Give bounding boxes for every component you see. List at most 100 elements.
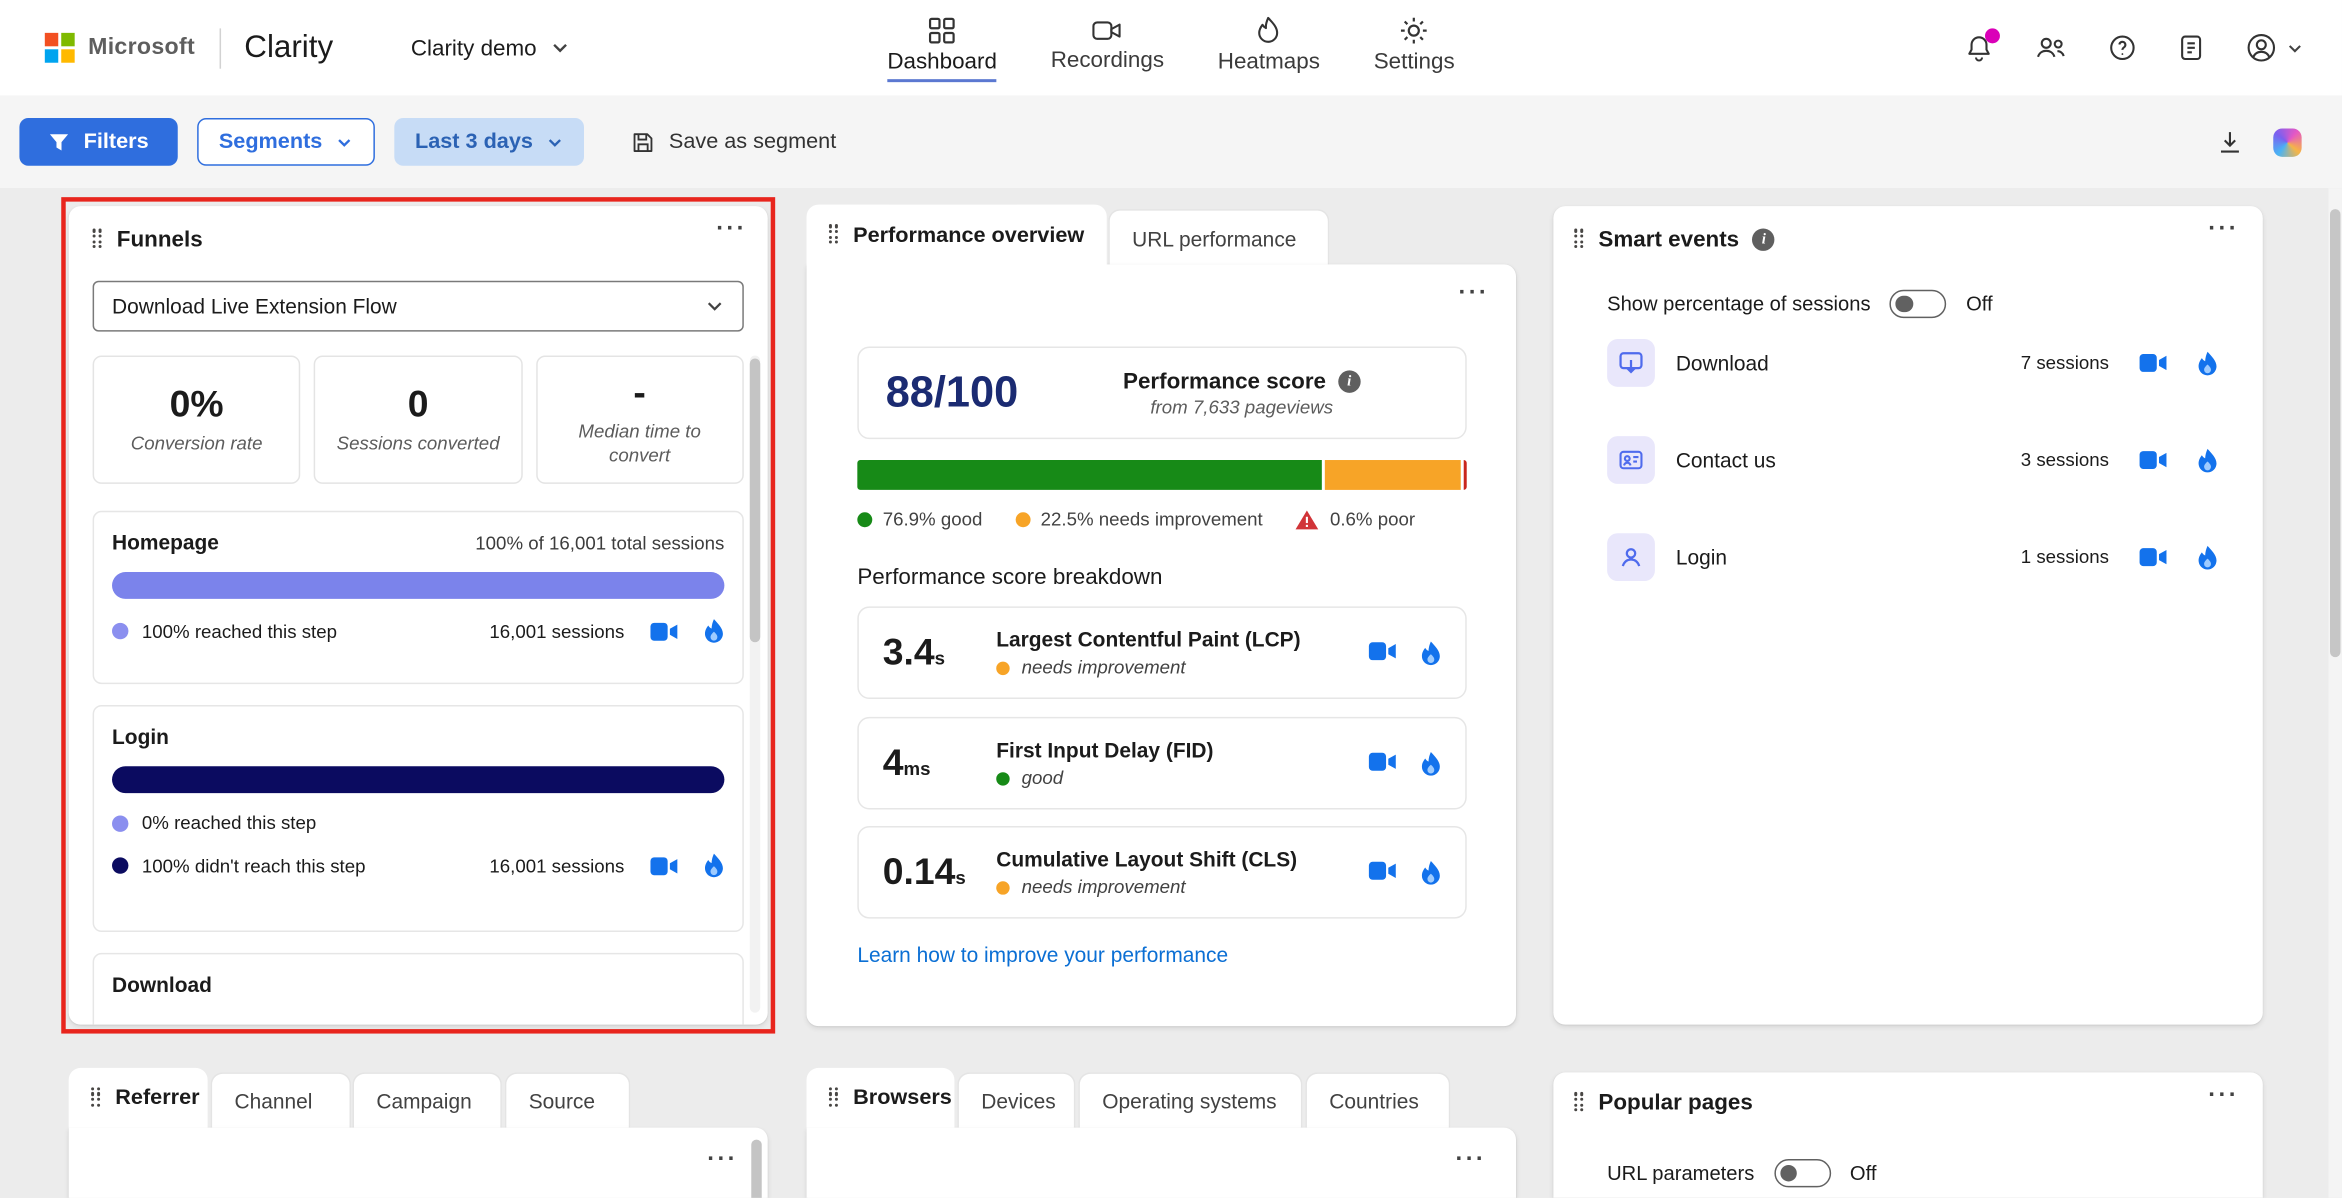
more-menu-button[interactable]: ··· xyxy=(707,1147,738,1173)
tab-label: Browsers xyxy=(853,1085,952,1110)
play-recordings-icon[interactable] xyxy=(1368,751,1396,776)
nav-dashboard[interactable]: Dashboard xyxy=(887,14,997,82)
heatmap-flame-icon[interactable] xyxy=(2197,544,2218,569)
drag-handle-icon[interactable] xyxy=(92,228,104,250)
score-distribution-bar xyxy=(857,460,1467,490)
heatmap-flame-icon[interactable] xyxy=(703,853,724,878)
drag-handle-icon[interactable] xyxy=(1574,1092,1585,1113)
legend-needs-improvement: 22.5% needs improvement xyxy=(1040,509,1263,531)
nav-settings[interactable]: Settings xyxy=(1374,14,1455,81)
more-menu-button[interactable]: ··· xyxy=(1455,1147,1487,1173)
tab-performance-overview[interactable]: Performance overview xyxy=(806,204,1107,266)
tab-label: Operating systems xyxy=(1102,1088,1277,1113)
info-icon[interactable] xyxy=(1752,228,1776,251)
url-parameters-toggle[interactable] xyxy=(1773,1159,1831,1188)
filters-label: Filters xyxy=(83,129,149,154)
filter-bar-actions xyxy=(2217,127,2323,157)
microsoft-logo-icon xyxy=(44,32,75,63)
project-selector[interactable]: Clarity demo xyxy=(411,35,570,60)
play-recordings-icon[interactable] xyxy=(1368,860,1396,885)
segments-dropdown[interactable]: Segments xyxy=(196,117,375,166)
tab-label: Countries xyxy=(1329,1088,1419,1113)
legend-dot xyxy=(1015,512,1031,528)
sessions-count: 16,001 sessions xyxy=(489,620,625,642)
play-recordings-icon[interactable] xyxy=(650,621,678,642)
account-menu[interactable] xyxy=(2245,31,2303,64)
funnel-select[interactable]: Download Live Extension Flow xyxy=(92,280,744,332)
tab-devices[interactable]: Devices xyxy=(957,1072,1076,1128)
page-scrollbar[interactable] xyxy=(2328,188,2342,1198)
metric-cls: 0.14s Cumulative Layout Shift (CLS) need… xyxy=(857,825,1467,919)
more-menu-button[interactable]: ··· xyxy=(716,216,747,242)
nav-heatmaps[interactable]: Heatmaps xyxy=(1218,14,1320,81)
date-range-dropdown[interactable]: Last 3 days xyxy=(394,117,584,166)
drag-handle-icon[interactable] xyxy=(91,1087,102,1108)
community-button[interactable] xyxy=(2034,33,2067,63)
segments-label: Segments xyxy=(218,129,323,154)
metric-name: Largest Contentful Paint (LCP) xyxy=(996,627,1301,652)
heatmap-flame-icon[interactable] xyxy=(1420,751,1441,776)
heatmap-flame-icon[interactable] xyxy=(1420,860,1441,885)
show-percentage-toggle[interactable] xyxy=(1889,289,1947,319)
tab-url-performance[interactable]: URL performance xyxy=(1108,209,1330,266)
reached-label: 0% reached this step xyxy=(141,812,317,834)
play-recordings-icon[interactable] xyxy=(1368,640,1396,665)
tab-referrer[interactable]: Referrer xyxy=(68,1067,208,1128)
stat-conversion-rate: 0% Conversion rate xyxy=(92,355,301,484)
more-menu-button[interactable]: ··· xyxy=(2208,1082,2239,1109)
drag-handle-icon[interactable] xyxy=(828,1087,840,1108)
more-menu-button[interactable]: ··· xyxy=(1458,280,1490,307)
tab-campaign[interactable]: Campaign xyxy=(352,1072,502,1128)
heatmap-flame-icon[interactable] xyxy=(1420,640,1441,665)
metric-status: good xyxy=(1021,767,1064,789)
tab-operating-systems[interactable]: Operating systems xyxy=(1078,1072,1303,1128)
stat-value: 0% xyxy=(169,383,224,426)
drag-handle-icon[interactable] xyxy=(828,224,840,246)
metric-status: needs improvement xyxy=(1021,876,1186,898)
info-icon[interactable] xyxy=(1337,369,1361,393)
funnel-bar xyxy=(112,766,725,794)
performance-score-box: 88/100 Performance score from 7,633 page… xyxy=(857,346,1467,440)
event-sessions: 1 sessions xyxy=(2020,546,2109,568)
heatmap-flame-icon[interactable] xyxy=(2197,350,2218,375)
help-button[interactable] xyxy=(2107,33,2137,63)
play-recordings-icon[interactable] xyxy=(2139,352,2167,373)
save-as-segment-button[interactable]: Save as segment xyxy=(630,129,836,154)
drag-handle-icon[interactable] xyxy=(1574,228,1585,250)
nav-recordings[interactable]: Recordings xyxy=(1051,15,1164,81)
url-parameters-label: URL parameters xyxy=(1607,1162,1755,1185)
tab-label: URL performance xyxy=(1132,226,1297,251)
app-title[interactable]: Clarity xyxy=(244,29,334,65)
stat-value: 0 xyxy=(407,383,429,426)
stat-value: - xyxy=(633,371,646,414)
metric-unit: s xyxy=(934,647,946,669)
event-sessions: 3 sessions xyxy=(2020,449,2109,471)
download-export-button[interactable] xyxy=(2217,128,2244,155)
play-recordings-icon[interactable] xyxy=(2139,547,2167,568)
funnels-scrollbar-thumb[interactable] xyxy=(749,358,761,643)
notifications-button[interactable] xyxy=(1964,27,2000,63)
notification-badge xyxy=(1984,27,2000,43)
funnels-card: Funnels ··· Download Live Extension Flow… xyxy=(68,206,768,1025)
heatmap-flame-icon[interactable] xyxy=(2197,447,2218,472)
segment-good xyxy=(857,460,1322,490)
copilot-button[interactable] xyxy=(2273,127,2302,157)
tab-source[interactable]: Source xyxy=(504,1072,631,1128)
referrer-scrollbar-thumb[interactable] xyxy=(751,1139,762,1198)
release-notes-button[interactable] xyxy=(2178,33,2205,63)
filter-bar: Filters Segments Last 3 days Save as seg… xyxy=(0,95,2342,189)
play-recordings-icon[interactable] xyxy=(2139,450,2167,471)
top-actions xyxy=(1964,27,2342,64)
nav-label: Dashboard xyxy=(887,49,997,82)
tab-countries[interactable]: Countries xyxy=(1305,1072,1451,1128)
filters-button[interactable]: Filters xyxy=(19,117,178,166)
heatmap-flame-icon[interactable] xyxy=(703,618,724,643)
metric-name: Cumulative Layout Shift (CLS) xyxy=(996,846,1298,871)
tab-browsers[interactable]: Browsers xyxy=(806,1067,955,1128)
play-recordings-icon[interactable] xyxy=(650,855,678,876)
tab-channel[interactable]: Channel xyxy=(210,1072,351,1128)
page-scrollbar-thumb[interactable] xyxy=(2330,209,2341,658)
funnels-scrollbar[interactable] xyxy=(749,355,761,1013)
more-menu-button[interactable]: ··· xyxy=(2208,216,2239,242)
improve-performance-link[interactable]: Learn how to improve your performance xyxy=(857,942,1229,967)
